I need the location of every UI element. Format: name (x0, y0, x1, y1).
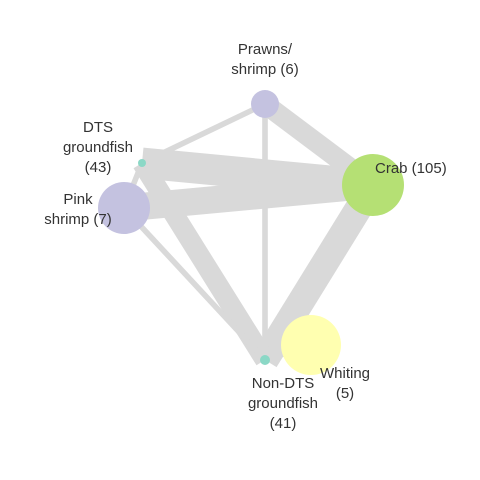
node-whiting (281, 315, 341, 375)
node-label-line: Pink (63, 191, 93, 208)
node-label-line: Prawns/ (238, 41, 293, 58)
node-label-crab: Crab (105) (375, 160, 447, 177)
node-label-line: groundfish (63, 139, 133, 156)
node-label-line: (5) (336, 385, 354, 402)
node-label-line: DTS (83, 119, 113, 136)
node-label-line: (43) (85, 159, 112, 176)
edge-layer (121, 96, 385, 368)
node-label-line: shrimp (6) (231, 61, 299, 78)
node-label-line: groundfish (248, 395, 318, 412)
node-label-whiting: Whiting (5) (320, 365, 370, 402)
node-layer (98, 90, 404, 375)
node-label-line: Whiting (320, 365, 370, 382)
node-nondts (260, 355, 270, 365)
node-label-line: shrimp (7) (44, 211, 112, 228)
label-layer: Prawns/shrimp (6) Crab (105) DTS groundfish… (44, 41, 446, 432)
node-pink (98, 182, 150, 234)
node-label-line: Non-DTS (252, 375, 315, 392)
node-label-line: (41) (270, 415, 297, 432)
node-crab (342, 154, 404, 216)
node-dts (138, 159, 146, 167)
edge-dts-nondts (133, 157, 274, 366)
edge-crab-nondts (253, 177, 385, 368)
edge-pink-nondts (121, 206, 268, 362)
node-label-line: Crab (105) (375, 160, 447, 177)
node-label-nondts: Non-DTS groundfish (41) (248, 375, 318, 432)
edge-prawns-dts (140, 101, 267, 166)
node-label-prawns: Prawns/shrimp (6) (231, 41, 299, 78)
node-label-dts: DTS groundfish (43) (63, 119, 133, 176)
node-prawns (251, 90, 279, 118)
node-label-pink: Pink shrimp (7) (44, 191, 112, 228)
